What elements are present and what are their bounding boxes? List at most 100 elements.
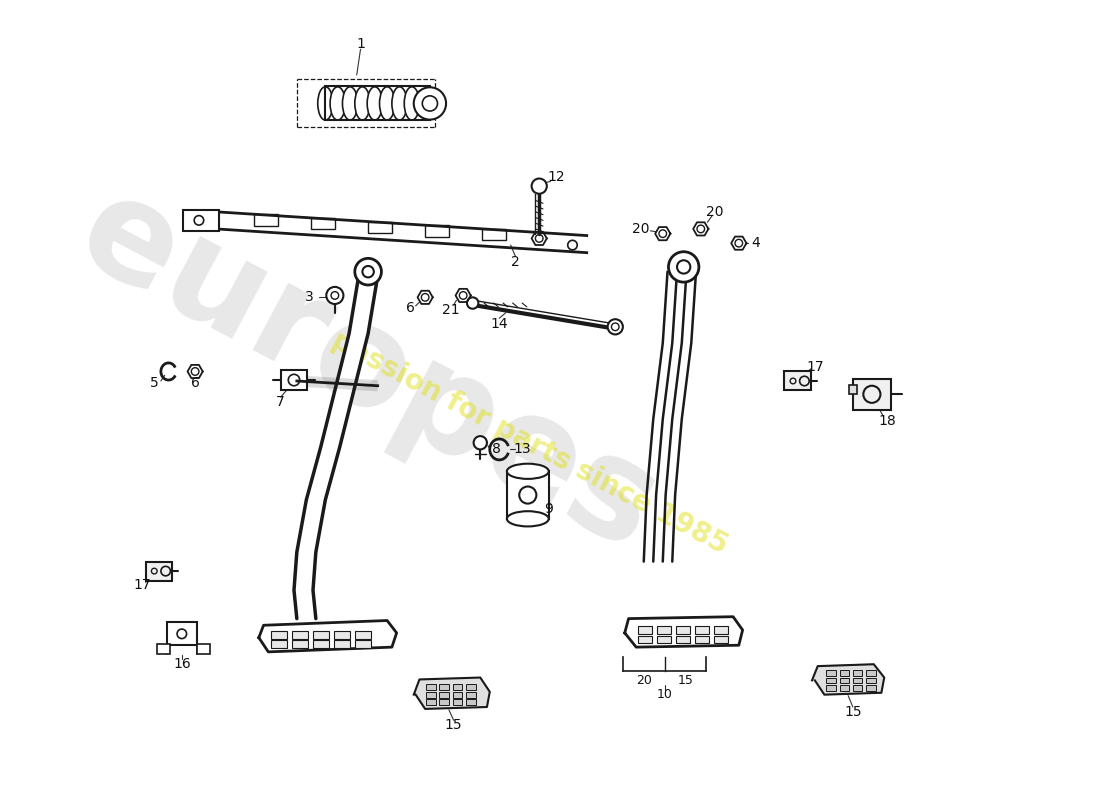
Bar	[426, 226, 449, 237]
Bar	[280, 370, 307, 390]
Bar	[334, 641, 350, 648]
Bar	[311, 218, 334, 230]
Bar	[466, 692, 475, 698]
Bar	[439, 692, 449, 698]
Text: 9: 9	[544, 502, 553, 516]
Circle shape	[607, 319, 623, 334]
Circle shape	[355, 258, 382, 285]
Ellipse shape	[404, 87, 419, 120]
Polygon shape	[625, 617, 742, 647]
Ellipse shape	[318, 87, 333, 120]
Bar	[293, 631, 308, 638]
Text: 20: 20	[706, 205, 724, 219]
Bar	[852, 678, 862, 683]
Text: 8: 8	[492, 442, 500, 457]
Bar	[426, 684, 436, 690]
Circle shape	[531, 178, 547, 194]
Bar	[355, 631, 371, 638]
Bar	[826, 685, 836, 691]
Text: 20: 20	[636, 674, 651, 687]
Bar	[272, 641, 287, 648]
Text: 6: 6	[190, 376, 199, 390]
Bar	[439, 699, 449, 705]
Text: 15: 15	[844, 705, 861, 718]
Bar	[183, 210, 219, 231]
Bar	[657, 636, 671, 643]
Text: 16: 16	[173, 658, 190, 671]
Polygon shape	[414, 678, 490, 709]
Text: 7: 7	[276, 395, 285, 409]
Bar	[272, 631, 287, 638]
Bar	[453, 684, 462, 690]
Circle shape	[474, 436, 487, 450]
Circle shape	[468, 298, 478, 309]
Bar	[426, 692, 436, 698]
Bar	[638, 626, 652, 634]
Ellipse shape	[507, 511, 549, 526]
Text: 21: 21	[442, 302, 460, 317]
Bar	[507, 471, 549, 519]
Bar	[157, 644, 170, 654]
Ellipse shape	[367, 87, 383, 120]
Text: 20: 20	[632, 222, 650, 236]
Bar	[839, 678, 849, 683]
Circle shape	[327, 287, 343, 304]
Polygon shape	[294, 277, 377, 618]
Text: 6: 6	[407, 301, 416, 315]
Bar	[355, 641, 371, 648]
Bar	[714, 636, 728, 643]
Bar	[166, 622, 197, 646]
Text: 18: 18	[878, 414, 896, 428]
Bar	[866, 678, 876, 683]
Text: passion for parts since 1985: passion for parts since 1985	[327, 326, 733, 559]
Bar	[254, 214, 278, 226]
Ellipse shape	[392, 87, 407, 120]
Text: 10: 10	[657, 688, 672, 701]
Bar	[426, 699, 436, 705]
Text: 5: 5	[150, 376, 158, 390]
Bar	[676, 626, 691, 634]
Bar	[852, 379, 891, 410]
Bar	[326, 86, 430, 120]
Text: 15: 15	[678, 674, 693, 687]
Bar	[839, 670, 849, 676]
Ellipse shape	[379, 87, 395, 120]
Bar	[714, 626, 728, 634]
Bar	[852, 670, 862, 676]
Bar	[852, 685, 862, 691]
Bar	[334, 631, 350, 638]
Circle shape	[669, 252, 698, 282]
Bar	[826, 670, 836, 676]
Bar	[839, 685, 849, 691]
Ellipse shape	[342, 87, 358, 120]
Text: europes: europes	[57, 163, 680, 580]
Bar	[866, 685, 876, 691]
Bar	[866, 670, 876, 676]
Bar	[826, 678, 836, 683]
Polygon shape	[216, 212, 586, 253]
Text: 2: 2	[512, 255, 520, 269]
Ellipse shape	[507, 464, 549, 479]
Bar	[314, 641, 329, 648]
Bar	[453, 692, 462, 698]
Bar	[784, 371, 811, 390]
Bar	[368, 222, 392, 233]
Ellipse shape	[330, 87, 345, 120]
Bar	[197, 644, 210, 654]
Bar	[482, 229, 506, 240]
Bar	[638, 636, 652, 643]
Bar	[657, 626, 671, 634]
Text: 17: 17	[806, 360, 824, 374]
Bar	[466, 699, 475, 705]
Circle shape	[414, 87, 447, 120]
Ellipse shape	[355, 87, 370, 120]
Bar	[439, 684, 449, 690]
Text: 1: 1	[356, 37, 365, 50]
Text: 14: 14	[491, 317, 508, 331]
Bar	[314, 631, 329, 638]
Polygon shape	[258, 621, 397, 652]
Bar	[466, 684, 475, 690]
Bar	[145, 562, 173, 581]
Bar	[293, 641, 308, 648]
Text: 13: 13	[514, 442, 531, 457]
